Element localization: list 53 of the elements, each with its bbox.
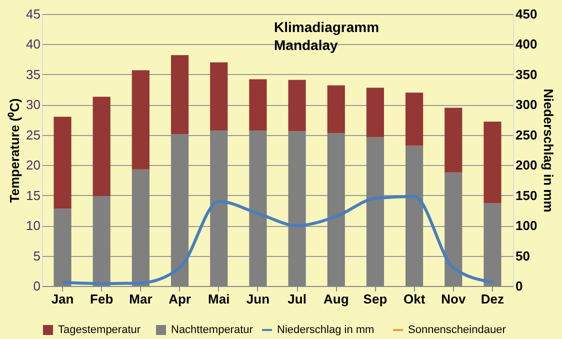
bar xyxy=(327,85,345,134)
bar xyxy=(406,92,424,146)
y2-tick-label: 200 xyxy=(516,158,538,173)
y-tick-label: 0 xyxy=(33,278,40,294)
x-tick-label: Jan xyxy=(51,292,74,306)
x-tick-label: Dez xyxy=(480,292,505,306)
legend-label: Nachttemperatur xyxy=(171,324,254,336)
bar xyxy=(288,80,306,132)
y2-tick-label: 250 xyxy=(516,127,538,142)
x-tick-label: Nov xyxy=(441,292,466,306)
bar xyxy=(54,116,72,209)
y2-tick-label: 400 xyxy=(516,36,538,52)
legend-label: Tagestemperatur xyxy=(58,324,141,336)
y2-tick-label: 450 xyxy=(516,6,538,22)
bar xyxy=(444,108,462,172)
chart-title: Klimadiagramm xyxy=(274,19,380,35)
bar xyxy=(132,70,150,170)
bar xyxy=(210,62,228,131)
y2-tick-label: 350 xyxy=(516,66,538,82)
y2-tick-label: 100 xyxy=(516,218,538,234)
y-tick-label: 15 xyxy=(26,188,40,203)
y2-tick-label: 50 xyxy=(516,248,530,264)
bar xyxy=(92,96,110,196)
y2-tick-label: 0 xyxy=(516,278,523,294)
text: Mandalay xyxy=(274,37,338,53)
y-tick-label: 20 xyxy=(26,158,40,173)
legend-label: Sonnenscheindauer xyxy=(408,324,506,336)
legend-label: Niederschlag in mm xyxy=(277,324,374,336)
y2-tick-label: 300 xyxy=(516,97,538,112)
y-tick-label: 5 xyxy=(33,248,40,264)
y-tick-label: 10 xyxy=(26,218,40,234)
bar xyxy=(366,88,384,138)
x-tick-label: Jun xyxy=(246,292,270,306)
y2-axis-title: Niederschlag in mm xyxy=(541,88,556,212)
bar xyxy=(484,122,502,204)
y-tick-label: 45 xyxy=(26,6,40,22)
line-series xyxy=(61,195,494,286)
x-tick-label: Aug xyxy=(323,292,349,306)
y-tick-label: 35 xyxy=(26,66,40,82)
y-tick-label: 25 xyxy=(26,127,40,142)
x-tick-label: Feb xyxy=(90,292,114,306)
y-tick-label: 30 xyxy=(26,97,40,112)
bar xyxy=(249,79,267,131)
x-tick-label: Mar xyxy=(129,292,152,306)
bar xyxy=(170,55,189,134)
x-tick-label: Okt xyxy=(403,292,426,306)
y2-tick-label: 150 xyxy=(516,188,538,203)
x-tick-label: Apr xyxy=(168,292,191,306)
y-tick-label: 40 xyxy=(26,36,40,52)
x-tick-label: Mai xyxy=(208,292,230,306)
x-tick-label: Jul xyxy=(288,292,306,306)
x-tick-label: Sep xyxy=(363,292,388,306)
y-axis-title: Temperature (⁰C) xyxy=(7,98,22,203)
